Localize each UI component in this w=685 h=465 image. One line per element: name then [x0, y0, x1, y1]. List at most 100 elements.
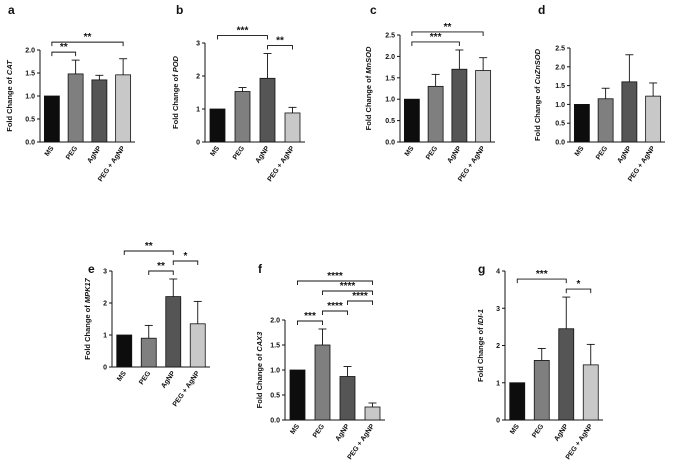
category-label: MS: [404, 145, 416, 158]
significance-label: *: [184, 251, 188, 262]
significance-label: ***: [237, 26, 249, 37]
y-tick-label: 2.5: [555, 46, 565, 53]
bar-peg-agnp: [582, 364, 599, 421]
bar-peg-agnp: [364, 406, 381, 421]
y-axis-label: Fold Change of MPK17: [83, 277, 92, 360]
y-axis-label-prefix: Fold Change of: [364, 74, 373, 131]
category-label: PEG: [232, 145, 247, 162]
significance-label: **: [145, 241, 153, 252]
bar-agnp: [339, 376, 356, 421]
bar-peg: [314, 344, 331, 421]
category-label: PEG + AgNP: [565, 423, 595, 461]
y-tick-label: 3: [496, 306, 500, 313]
panel-letter: b: [176, 3, 183, 17]
category-label: PEG + AgNP: [347, 423, 377, 461]
y-axis-label-prefix: Fold Change of: [476, 325, 485, 382]
category-label: PEG: [65, 145, 80, 162]
bar-peg: [234, 91, 251, 143]
y-tick-label: 0.5: [385, 118, 395, 125]
y-axis-label-prefix: Fold Change of: [255, 352, 264, 409]
significance-bracket: [297, 320, 323, 325]
y-axis-label-gene: POD: [171, 55, 180, 72]
panel-letter: f: [258, 262, 263, 276]
significance-bracket: [172, 260, 199, 265]
bar-agnp: [259, 77, 276, 143]
bar-peg: [427, 85, 444, 143]
bar-ms: [403, 98, 420, 143]
significance-bracket: [51, 51, 77, 57]
bar-ms: [43, 95, 60, 143]
bar-peg-agnp: [284, 112, 301, 143]
y-tick-label: 1.0: [270, 368, 280, 375]
significance-bracket: [516, 278, 567, 284]
bar-agnp: [621, 81, 638, 143]
significance-bracket: [565, 288, 592, 294]
significance-label: ****: [327, 301, 343, 312]
panel-letter: a: [8, 3, 15, 17]
y-axis-label: Fold Change of CuZnSOD: [533, 48, 542, 141]
bar-ms: [509, 382, 526, 421]
category-label: PEG: [138, 370, 153, 387]
category-label: AgNP: [334, 423, 351, 443]
y-tick-label: 1.5: [25, 71, 35, 78]
y-tick-label: 2: [103, 301, 107, 308]
significance-bracket: [347, 300, 373, 305]
significance-bracket: [411, 41, 460, 46]
y-tick-label: 0.0: [270, 418, 280, 425]
y-axis-label-gene: MnSOD: [364, 46, 373, 74]
y-tick-label: 4: [496, 269, 500, 276]
y-tick-label: 1: [196, 107, 200, 114]
y-axis-label: Fold Change of POD: [171, 55, 180, 129]
bar-ms: [289, 369, 306, 421]
bar-agnp: [451, 68, 468, 143]
significance-label: ***: [536, 269, 548, 280]
category-label: AgNP: [86, 145, 103, 165]
y-tick-label: 0.0: [25, 140, 35, 147]
significance-bracket: [322, 310, 348, 315]
significance-label: *: [577, 279, 581, 290]
category-label: AgNP: [446, 145, 463, 165]
bar-peg-agnp: [475, 70, 492, 143]
significance-label: **: [157, 261, 165, 272]
y-axis-label-prefix: Fold Change of: [83, 303, 92, 360]
y-tick-label: 0.5: [555, 121, 565, 128]
significance-label: ****: [352, 291, 368, 302]
bar-peg-agnp: [115, 74, 132, 143]
category-label: AgNP: [254, 145, 271, 165]
significance-bracket: [51, 41, 124, 47]
category-label: MS: [209, 145, 221, 158]
category-label: MS: [509, 423, 521, 436]
y-tick-label: 2.0: [555, 64, 565, 71]
significance-bracket: [297, 280, 373, 285]
y-tick-label: 2.0: [385, 54, 395, 61]
y-tick-label: 1.5: [385, 75, 395, 82]
y-axis-label-gene: CuZnSOD: [533, 48, 542, 84]
significance-bracket: [217, 35, 268, 40]
y-tick-label: 1: [496, 380, 500, 387]
y-tick-label: 0.0: [385, 140, 395, 147]
significance-bracket: [267, 45, 293, 50]
y-tick-label: 3: [103, 269, 107, 276]
category-label: AgNP: [616, 145, 633, 165]
y-tick-label: 0: [103, 365, 107, 372]
y-tick-label: 1.5: [270, 343, 280, 350]
y-tick-label: 0.0: [555, 140, 565, 147]
y-axis-label-prefix: Fold Change of: [171, 72, 180, 129]
y-axis-label-gene: CAT: [5, 59, 14, 75]
category-label: AgNP: [160, 370, 177, 390]
chart-panel-f: f 0.0 0.5 1.0 1.5 2.0 Fold Change of CAX3 MS PEG…: [255, 262, 385, 461]
panel-letter: c: [370, 3, 377, 17]
significance-bracket: [322, 290, 373, 295]
y-axis-label-prefix: Fold Change of: [5, 75, 14, 132]
category-label: PEG: [595, 145, 610, 162]
significance-label: ***: [304, 311, 316, 322]
significance-label: ****: [327, 271, 343, 282]
chart-panel-d: d 0.0 0.5 1.0 1.5 2.0 2.5 Fold Change of CuZnSO…: [533, 3, 665, 183]
significance-label: ***: [430, 32, 442, 43]
category-label: AgNP: [553, 423, 570, 443]
y-tick-label: 2: [496, 343, 500, 350]
significance-label: **: [444, 22, 452, 33]
